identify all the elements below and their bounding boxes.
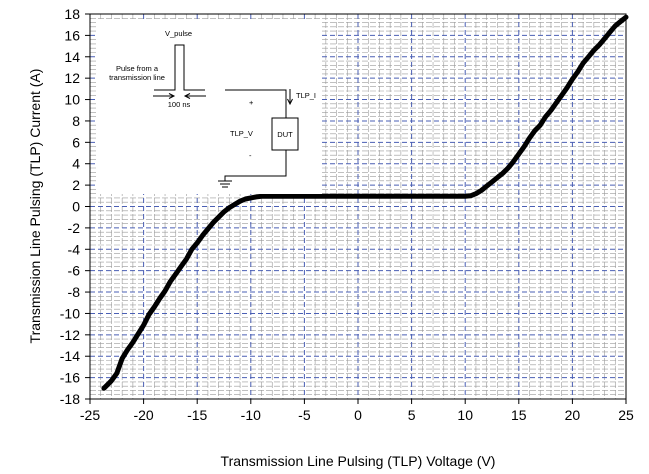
y-tick-label: 12 <box>64 70 80 86</box>
x-tick-label: 20 <box>565 407 581 423</box>
inset-ground-symbol <box>218 180 232 188</box>
axis-ticks <box>85 13 627 404</box>
y-tick-label: 0 <box>72 199 80 215</box>
y-tick-label: 4 <box>72 156 80 172</box>
inset-voltage-label: TLP_V <box>230 129 253 138</box>
y-tick-label: 6 <box>72 134 80 150</box>
inset-source-label-1: Pulse from a <box>116 64 159 73</box>
y-tick-label: 10 <box>64 92 80 108</box>
inset-pulse-label: V_pulse <box>165 29 192 38</box>
x-tick-label: 15 <box>511 407 527 423</box>
x-tick-label: 25 <box>618 407 634 423</box>
x-tick-labels: -25 -20 -15 -10 -5 0 5 10 15 20 25 <box>80 407 634 423</box>
inset-pulse-waveform <box>154 44 205 91</box>
y-tick-label: -14 <box>60 348 80 364</box>
y-tick-label: 16 <box>64 27 80 43</box>
x-tick-label: -25 <box>80 407 100 423</box>
inset-current-arrow <box>287 89 293 106</box>
inset-wires <box>224 89 287 181</box>
tlp-curve <box>101 14 629 391</box>
inset-width-arrow-right <box>183 93 206 99</box>
x-axis-title: Transmission Line Pulsing (TLP) Voltage … <box>221 453 496 469</box>
x-tick-label: 5 <box>408 407 416 423</box>
y-tick-label: 18 <box>64 6 80 22</box>
inset-minus-label: - <box>249 151 252 160</box>
x-tick-label: -10 <box>241 407 261 423</box>
x-tick-label: -20 <box>133 407 153 423</box>
inset-dut-box <box>271 117 299 151</box>
y-tick-label: 2 <box>72 177 80 193</box>
inset-schematic: V_pulse Pulse from a transmission line 1… <box>96 19 322 194</box>
y-tick-label: -12 <box>60 327 80 343</box>
inset-width-label: 100 ns <box>168 100 191 109</box>
y-axis-title: Transmission Line Pulsing (TLP) Current … <box>27 69 43 344</box>
inset-source-label-2: transmission line <box>109 73 165 82</box>
x-tick-label: -5 <box>298 407 311 423</box>
y-tick-label: -6 <box>68 263 81 279</box>
x-tick-label: 0 <box>354 407 362 423</box>
x-tick-label: 10 <box>457 407 473 423</box>
y-tick-label: -16 <box>60 370 80 386</box>
inset-current-label: TLP_I <box>296 91 316 100</box>
y-tick-label: -2 <box>68 220 81 236</box>
y-tick-label: -4 <box>68 241 81 257</box>
y-tick-label: 8 <box>72 113 80 129</box>
y-tick-label: 14 <box>64 49 80 65</box>
y-tick-label: -10 <box>60 305 80 321</box>
inset-dut-label: DUT <box>277 130 293 139</box>
y-tick-labels: -18 -16 -14 -12 -10 -8 -6 -4 -2 0 2 4 6 8 10 12 14 16 18 <box>60 6 80 407</box>
inset-width-arrow-left <box>153 93 176 99</box>
inset-plus-label: + <box>249 98 254 107</box>
y-tick-label: -18 <box>60 391 80 407</box>
x-tick-label: -15 <box>187 407 207 423</box>
y-tick-label: -8 <box>68 284 81 300</box>
inset-background <box>96 19 322 194</box>
